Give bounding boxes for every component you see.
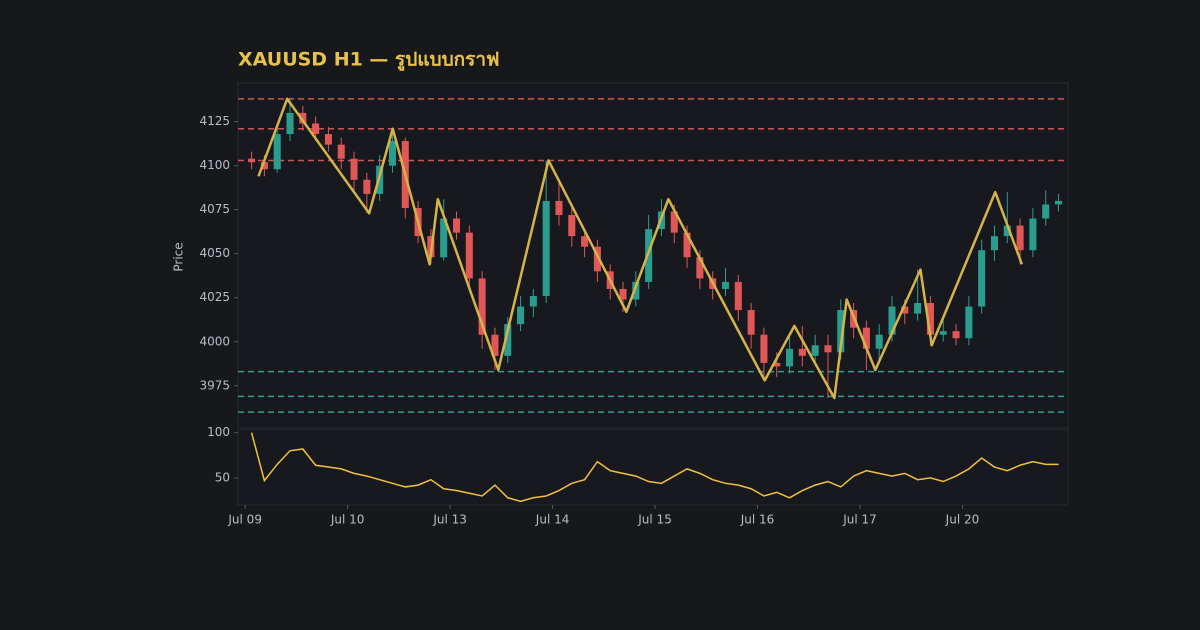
candle-body (286, 112, 294, 135)
candle-body (299, 112, 307, 124)
candle-body (786, 348, 794, 367)
candle-body (837, 310, 845, 353)
y-tick-label: 4125 (199, 114, 230, 128)
candle-body (747, 310, 755, 335)
candle-body (875, 334, 883, 349)
candle-body (260, 162, 268, 170)
candle-body (504, 324, 512, 356)
candle-body (312, 123, 320, 135)
candle-body (632, 281, 640, 300)
candle-body (696, 257, 704, 279)
chart-title: XAUUSD H1 — รูปแบบกราฟ (238, 49, 500, 72)
y-axis-label: Price (172, 242, 186, 271)
candle-body (593, 246, 601, 272)
candle-body (324, 134, 332, 145)
candle-body (581, 236, 589, 247)
candle-body (1029, 218, 1037, 251)
candle-body (811, 345, 819, 356)
candle-body (350, 158, 358, 180)
x-tick-label: Jul 20 (945, 513, 980, 527)
candle-body (452, 218, 461, 233)
y-tick-label: 4000 (199, 334, 230, 348)
candle-body (248, 158, 256, 163)
candle-body (926, 303, 934, 335)
candle-body (888, 306, 896, 335)
candle-body (978, 250, 986, 307)
candle-body (363, 179, 371, 194)
x-tick-label: Jul 10 (330, 513, 365, 527)
candle-body (478, 278, 486, 335)
candle-body (670, 211, 678, 233)
candle-body (517, 306, 525, 325)
candle-body (901, 306, 909, 314)
candle-body (529, 295, 537, 307)
candle-body (555, 200, 563, 216)
candle-body (798, 348, 806, 356)
y-tick-label: 4050 (199, 246, 230, 260)
x-tick-label: Jul 14 (535, 513, 570, 527)
zigzag-line (257, 97, 1024, 400)
candle-body (862, 327, 870, 349)
candle-body (683, 232, 691, 258)
x-tick-label: Jul 16 (740, 513, 775, 527)
candle-body (542, 200, 550, 296)
x-tick-label: Jul 17 (842, 513, 877, 527)
candle-body (721, 281, 730, 289)
candle-body (440, 218, 448, 258)
y-tick-label: 4100 (199, 158, 230, 172)
candle-body (914, 303, 922, 314)
candle-body (952, 331, 960, 339)
candle-body (760, 334, 768, 363)
candle-body (491, 334, 499, 356)
candle-body (1054, 200, 1063, 205)
oscillator-line (250, 432, 1059, 503)
oscillator-panel (237, 429, 1069, 506)
y-tick-label: 4075 (199, 202, 230, 216)
x-tick-label: Jul 15 (637, 513, 672, 527)
candle-body (773, 362, 781, 367)
candle-body (273, 134, 281, 170)
candle-body (824, 345, 832, 353)
candle-body (568, 215, 576, 237)
candle-body (1016, 225, 1024, 251)
x-tick-label: Jul 09 (227, 513, 262, 527)
candle-body (337, 144, 345, 159)
candle-body (939, 331, 947, 335)
candle-body (734, 281, 742, 311)
candle-body (965, 306, 973, 339)
y-tick-label: 50 (215, 470, 230, 484)
candle-body (990, 236, 999, 251)
candle-body (619, 288, 627, 300)
candle-body (388, 141, 396, 166)
candle-body (1042, 204, 1050, 219)
y-tick-label: 3975 (199, 378, 230, 392)
price-panel (237, 82, 1069, 429)
y-tick-label: 100 (207, 425, 230, 439)
candle-body (465, 232, 473, 279)
x-tick-label: Jul 13 (432, 513, 467, 527)
candle-body (1003, 225, 1011, 237)
y-tick-label: 4025 (199, 290, 230, 304)
